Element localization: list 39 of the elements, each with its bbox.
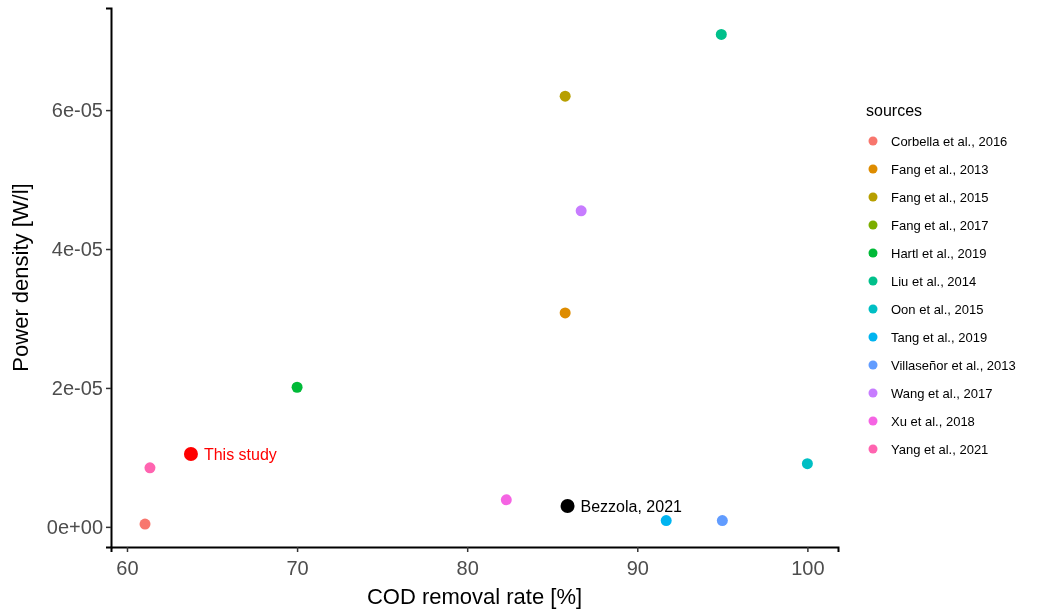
point bbox=[500, 494, 512, 506]
legend-title: sources bbox=[866, 102, 923, 119]
point bbox=[144, 462, 156, 474]
y-tick-label: 4e-05 bbox=[51, 237, 103, 260]
y-tick-label: 0e+00 bbox=[46, 515, 103, 538]
x-tick-label: 80 bbox=[456, 557, 479, 579]
y-tick-label: 6e-05 bbox=[51, 99, 103, 121]
legend-label: Xu et al., 2018 bbox=[891, 414, 975, 429]
point bbox=[660, 515, 672, 527]
legend-label: Fang et al., 2013 bbox=[891, 162, 989, 177]
legend-label: Oon et al., 2015 bbox=[891, 302, 984, 317]
point bbox=[560, 499, 575, 514]
point bbox=[291, 381, 303, 393]
x-tick-label: 90 bbox=[626, 557, 649, 579]
annotation: This study bbox=[203, 445, 277, 463]
point bbox=[575, 205, 587, 217]
legend-label: Wang et al., 2017 bbox=[891, 386, 993, 401]
legend-label: Tang et al., 2019 bbox=[891, 330, 988, 345]
legend-label: Villaseñor et al., 2013 bbox=[891, 358, 1016, 373]
x-tick-label: 100 bbox=[791, 557, 825, 579]
point bbox=[801, 458, 813, 470]
legend-label: Corbella et al., 2016 bbox=[891, 134, 1008, 149]
x-tick-label: 60 bbox=[116, 557, 139, 579]
point bbox=[715, 28, 727, 40]
y-tick-label: 2e-05 bbox=[51, 376, 103, 399]
y-axis-title: Power density [W/l] bbox=[8, 183, 33, 372]
legend-label: Hartl et al., 2019 bbox=[891, 246, 987, 261]
legend-label: Yang et al., 2021 bbox=[891, 442, 989, 457]
legend-label: Fang et al., 2015 bbox=[891, 190, 989, 205]
point bbox=[559, 307, 571, 319]
point bbox=[183, 446, 198, 461]
point bbox=[139, 518, 151, 530]
x-tick-label: 70 bbox=[286, 557, 309, 579]
x-axis-title: COD removal rate [%] bbox=[366, 584, 583, 609]
point bbox=[559, 90, 571, 102]
legend-label: Liu et al., 2014 bbox=[891, 274, 977, 289]
legend-label: Fang et al., 2017 bbox=[891, 218, 989, 233]
annotation: Bezzola, 2021 bbox=[580, 498, 683, 516]
point bbox=[716, 515, 728, 527]
